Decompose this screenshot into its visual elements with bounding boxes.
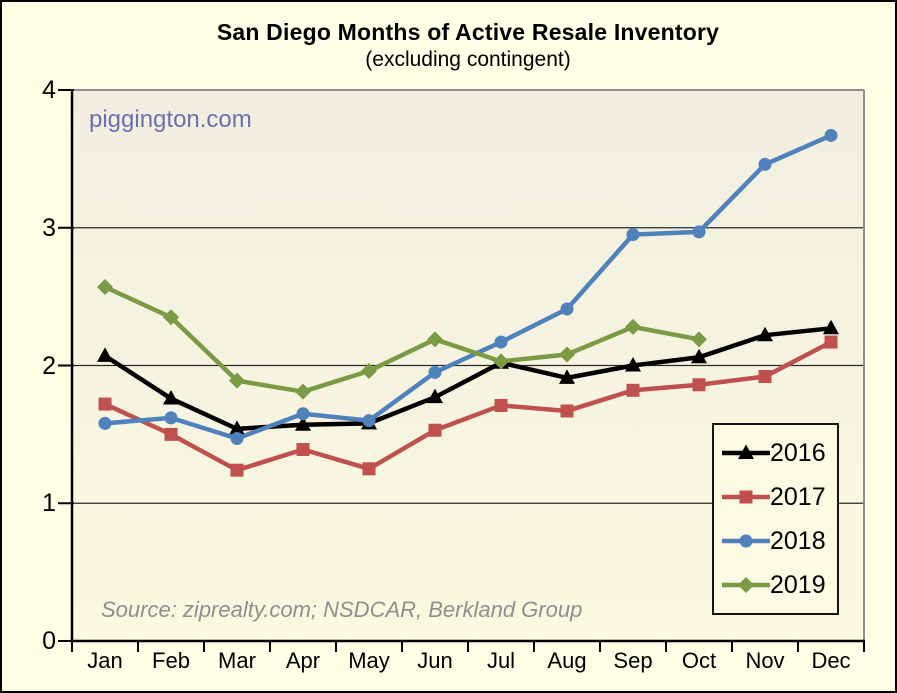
y-tick-label: 1 <box>42 489 56 518</box>
x-tick-label: Sep <box>613 648 653 673</box>
source-note: Source: ziprealty.com; NSDCAR, Berkland … <box>101 597 583 622</box>
triangle-marker-icon <box>722 444 770 459</box>
y-tick-label: 2 <box>42 351 56 380</box>
x-tick-label: Jan <box>87 648 123 673</box>
square-marker-icon <box>722 490 770 504</box>
legend-item-2017: 2017 <box>722 482 837 511</box>
x-tick-label: Oct <box>681 648 717 673</box>
chart-title: San Diego Months of Active Resale Invent… <box>216 19 720 45</box>
legend-item-label: 2019 <box>770 570 826 599</box>
x-tick-label: Feb <box>152 648 190 673</box>
x-tick-label: Aug <box>547 648 587 673</box>
diamond-marker-icon <box>722 577 770 593</box>
legend-item-label: 2018 <box>770 526 826 555</box>
x-tick-label: Jul <box>486 648 516 673</box>
legend-item-label: 2016 <box>770 438 826 467</box>
y-tick-label: 4 <box>42 76 56 104</box>
x-tick-label: Apr <box>285 648 321 673</box>
circle-marker-icon <box>722 534 770 548</box>
x-tick-label: Dec <box>811 648 851 673</box>
legend-item-label: 2017 <box>770 482 826 511</box>
x-tick-label: Nov <box>745 648 785 673</box>
x-tick-label: Jun <box>417 648 453 673</box>
series-2018 <box>98 128 838 446</box>
series-2016 <box>97 319 839 435</box>
x-tick-label: May <box>348 648 390 673</box>
y-tick-label: 0 <box>42 627 56 655</box>
chart-subtitle: (excluding contingent) <box>365 48 571 71</box>
legend-item-2019: 2019 <box>722 570 837 599</box>
x-tick-label: Mar <box>218 648 256 673</box>
y-tick-label: 3 <box>42 213 56 242</box>
legend-item-2016: 2016 <box>722 438 837 467</box>
legend-item-2018: 2018 <box>722 526 837 555</box>
series-2019 <box>97 278 707 400</box>
series-2017 <box>98 335 838 477</box>
legend: 2016 2017 2018 2019 <box>712 423 839 615</box>
watermark-text: piggington.com <box>89 106 252 133</box>
